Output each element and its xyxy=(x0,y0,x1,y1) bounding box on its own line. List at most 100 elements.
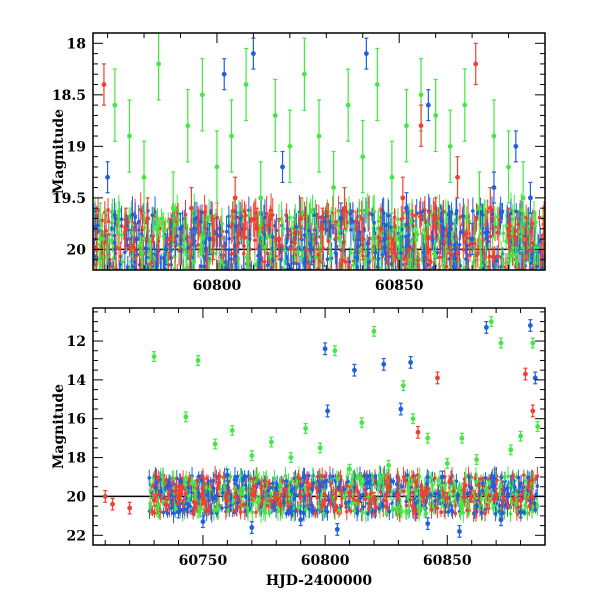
data-point xyxy=(444,491,450,505)
data-point xyxy=(345,68,351,142)
plot-frame xyxy=(92,307,546,546)
data-point xyxy=(127,501,133,515)
y-axis-title: Magnitude xyxy=(51,384,67,469)
series-2 xyxy=(102,367,536,515)
data-point xyxy=(317,442,323,454)
data-point xyxy=(207,223,213,256)
data-point xyxy=(268,436,274,448)
data-point xyxy=(151,351,157,363)
data-point xyxy=(298,197,304,240)
noise-band xyxy=(147,465,540,524)
data-point xyxy=(420,490,426,503)
data-point xyxy=(506,130,511,204)
data-point xyxy=(151,493,157,507)
x-tick-label: 60800 xyxy=(301,553,350,569)
data-point xyxy=(112,68,118,142)
data-point xyxy=(316,99,322,173)
data-point xyxy=(532,371,538,385)
data-point xyxy=(287,109,293,184)
y-tick-label: 18.5 xyxy=(52,88,86,104)
data-point xyxy=(229,99,234,173)
data-point xyxy=(97,202,103,270)
data-point xyxy=(127,99,132,173)
data-point xyxy=(302,37,307,111)
data-point xyxy=(371,325,377,337)
data-point xyxy=(210,217,216,261)
data-point xyxy=(518,430,523,442)
data-point xyxy=(462,68,468,142)
data-point xyxy=(444,457,450,469)
noise-band xyxy=(93,192,545,270)
data-point xyxy=(298,490,304,503)
data-point xyxy=(101,63,107,106)
data-point xyxy=(418,104,424,147)
data-point xyxy=(214,130,220,204)
data-point xyxy=(258,161,264,235)
data-point xyxy=(322,493,328,507)
data-point xyxy=(273,491,279,505)
data-point xyxy=(425,432,431,444)
data-point xyxy=(360,217,366,261)
y-tick-label: 12 xyxy=(67,334,86,350)
data-point xyxy=(298,513,304,527)
data-point xyxy=(518,493,523,507)
data-point xyxy=(176,505,181,519)
data-point xyxy=(447,109,453,184)
data-point xyxy=(530,337,536,349)
data-point xyxy=(435,371,440,385)
data-point xyxy=(134,223,140,256)
y-tick-label: 22 xyxy=(67,528,86,544)
data-point xyxy=(303,422,308,434)
data-point xyxy=(212,438,218,450)
data-point xyxy=(527,319,533,332)
data-point xyxy=(200,491,206,505)
data-point xyxy=(459,432,465,444)
data-point xyxy=(491,171,497,204)
data-point xyxy=(513,130,519,163)
data-point xyxy=(249,450,255,462)
x-axis-title: HJD-2400000 xyxy=(266,573,373,589)
data-point xyxy=(404,89,409,163)
data-point xyxy=(473,42,479,86)
data-point xyxy=(178,212,183,245)
data-point xyxy=(332,345,338,357)
data-point xyxy=(250,37,256,70)
data-point xyxy=(491,99,497,173)
data-point xyxy=(410,413,416,425)
data-point xyxy=(224,468,230,482)
data-point xyxy=(334,523,340,536)
data-point xyxy=(374,47,380,122)
data-point xyxy=(498,513,504,527)
data-point xyxy=(389,140,395,214)
data-point xyxy=(322,342,328,356)
y-tick-label: 18 xyxy=(67,451,86,467)
bottom-panel: 60750 60800 60850 12 14 16 18 20 22 Magnitude HJD-… xyxy=(51,307,546,589)
data-point xyxy=(476,171,482,245)
y-tick-label: 16 xyxy=(67,412,86,428)
data-point xyxy=(110,497,115,511)
data-point xyxy=(487,186,493,230)
data-point xyxy=(371,491,377,505)
y-tick-label: 14 xyxy=(67,373,87,389)
data-point xyxy=(167,217,172,261)
data-point xyxy=(199,58,205,132)
y-tick-label: 19.5 xyxy=(52,191,86,207)
data-point xyxy=(359,417,365,429)
data-point xyxy=(200,515,206,529)
data-point xyxy=(488,316,494,328)
x-tick-label: 60850 xyxy=(423,553,472,569)
data-point xyxy=(170,171,176,245)
y-tick-label: 20 xyxy=(67,242,87,258)
plot-frame xyxy=(92,32,546,271)
data-point xyxy=(325,404,330,418)
data-point xyxy=(425,517,431,531)
y-axis-title: Magnitude xyxy=(51,109,67,194)
data-point xyxy=(123,207,129,250)
data-point xyxy=(331,150,336,225)
top-panel: 60800 60850 18 18.5 19 19.5 20 Magnitude xyxy=(51,32,546,294)
data-point xyxy=(224,493,230,507)
data-point xyxy=(528,181,533,214)
data-point xyxy=(455,156,460,199)
data-point xyxy=(105,161,110,194)
data-point xyxy=(288,452,294,464)
